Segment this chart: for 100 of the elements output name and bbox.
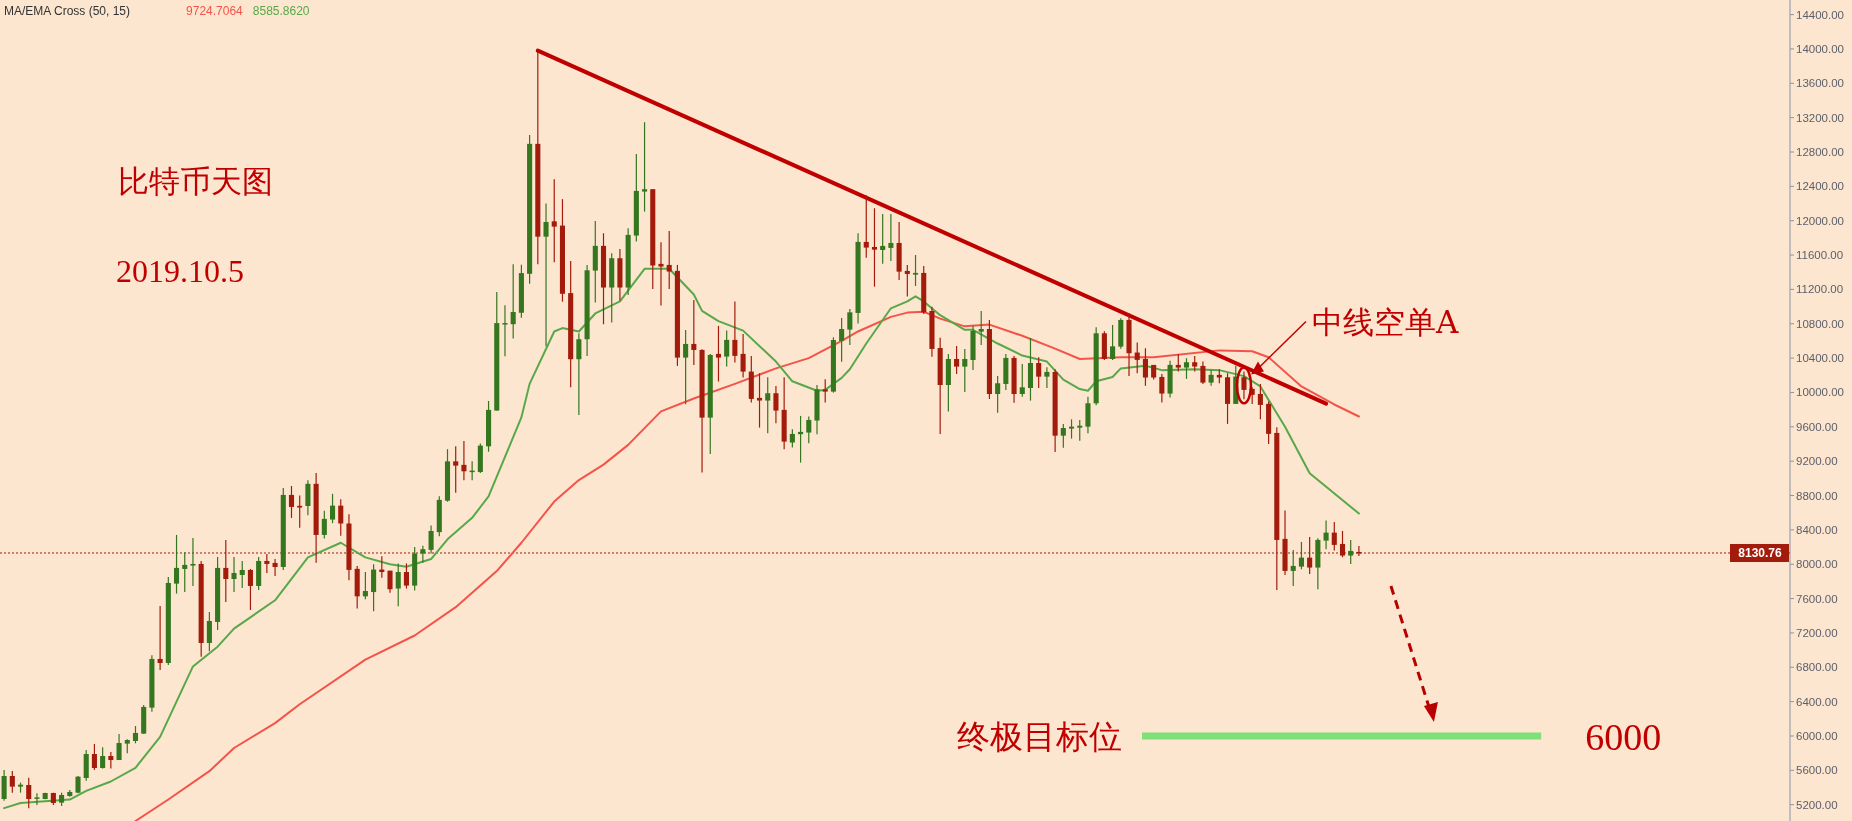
candlestick [1, 769, 7, 802]
y-tick-label: 14400.00 [1796, 8, 1844, 21]
ref-line: 6000 [1142, 716, 1662, 758]
candlestick [691, 299, 697, 366]
candlestick [740, 333, 746, 379]
candlestick [371, 563, 377, 612]
candlestick [26, 777, 32, 809]
candlestick [1085, 396, 1091, 434]
y-tick-label: 8800.00 [1796, 489, 1838, 502]
candlestick [543, 202, 549, 347]
candlestick [1134, 341, 1140, 374]
y-tick-label: 11600.00 [1796, 249, 1844, 262]
ref-line-label: 6000 [1585, 715, 1662, 758]
candlestick [247, 568, 253, 611]
candlestick [576, 332, 582, 416]
candlestick [880, 213, 886, 265]
candlestick [305, 479, 311, 516]
legend: MA/EMA Cross (50, 15) 9724.7064 8585.8620 [4, 4, 310, 18]
y-tick-label: 6400.00 [1796, 695, 1838, 708]
candlestick [116, 733, 122, 761]
y-tick-label: 11200.00 [1796, 283, 1844, 296]
candlestick [806, 416, 812, 444]
text: 比特币天图 [118, 163, 273, 199]
y-tick-label: 8400.00 [1796, 523, 1838, 536]
candlestick [683, 329, 689, 405]
y-tick-label: 10800.00 [1796, 317, 1844, 330]
candlestick [666, 230, 672, 290]
candlestick [362, 571, 368, 600]
candlestick [1077, 419, 1083, 442]
y-tick-label: 7600.00 [1796, 592, 1838, 605]
candlestick [888, 213, 894, 262]
candlestick [978, 310, 984, 346]
candlestick [182, 551, 188, 593]
candlestick [839, 317, 845, 363]
candlestick [321, 510, 327, 540]
candlestick [1183, 357, 1190, 380]
candlestick [428, 524, 434, 555]
candlestick [1036, 356, 1042, 389]
candlestick [330, 493, 336, 524]
candlestick [223, 539, 229, 603]
candlestick [91, 743, 97, 771]
y-tick-label: 12400.00 [1796, 180, 1844, 193]
y-tick-label: 9200.00 [1796, 455, 1838, 468]
candlestick [1339, 530, 1346, 558]
candlestick [715, 325, 722, 383]
candlestick [765, 376, 771, 434]
candlestick [863, 194, 869, 259]
candlestick [1159, 373, 1165, 404]
candlestick [1307, 536, 1313, 575]
y-tick-label: 13200.00 [1796, 111, 1844, 124]
candlestick [1068, 418, 1075, 440]
y-tick-label: 12000.00 [1796, 214, 1844, 227]
candlestick [264, 553, 270, 574]
y-tick-label: 10000.00 [1796, 386, 1844, 399]
candlestick [453, 445, 459, 494]
candlestick [239, 560, 245, 589]
annotation: 终极目标位 [957, 716, 1123, 756]
y-tick-label: 8000.00 [1796, 558, 1838, 571]
candlestick [551, 178, 557, 263]
candlestick [395, 562, 401, 607]
candlestick [461, 440, 467, 481]
candlestick [1142, 347, 1148, 387]
candlestick [403, 562, 409, 590]
y-tick-label: 10400.00 [1796, 352, 1844, 365]
candlestick [1290, 549, 1296, 587]
candlestick [954, 345, 960, 375]
candlestick [190, 537, 196, 587]
candlestick [847, 308, 853, 346]
candlestick [904, 264, 910, 298]
candlestick [962, 348, 968, 393]
candlestick [83, 749, 89, 782]
candlestick [822, 378, 828, 404]
candlestick [297, 495, 303, 529]
candlestick [1241, 371, 1247, 400]
candlestick [510, 263, 516, 340]
candlestick [231, 556, 237, 593]
candlestick [34, 792, 40, 806]
candlestick [1044, 366, 1050, 389]
candlestick [1200, 360, 1206, 385]
y-tick-label: 6000.00 [1796, 729, 1838, 742]
candlestick [756, 372, 763, 429]
candlestick [157, 605, 163, 671]
candlestick [1298, 541, 1304, 570]
candlestick [272, 558, 278, 577]
candlestick [995, 375, 1001, 414]
candlestick [1257, 383, 1263, 420]
y-tick-label: 5200.00 [1796, 798, 1838, 811]
y-tick-label: 12800.00 [1796, 146, 1844, 159]
y-tick-label: 5600.00 [1796, 764, 1838, 777]
candlestick [658, 241, 664, 307]
candlestick [1331, 521, 1337, 552]
candlestick [502, 304, 508, 357]
candlestick [724, 329, 730, 368]
candlestick [173, 534, 180, 595]
candlestick [642, 121, 648, 213]
y-tick-label: 6800.00 [1796, 661, 1838, 674]
candlestick [338, 498, 344, 537]
candlestick [100, 746, 106, 770]
candlestick [789, 428, 795, 449]
y-tick-label: 14000.00 [1796, 42, 1844, 55]
